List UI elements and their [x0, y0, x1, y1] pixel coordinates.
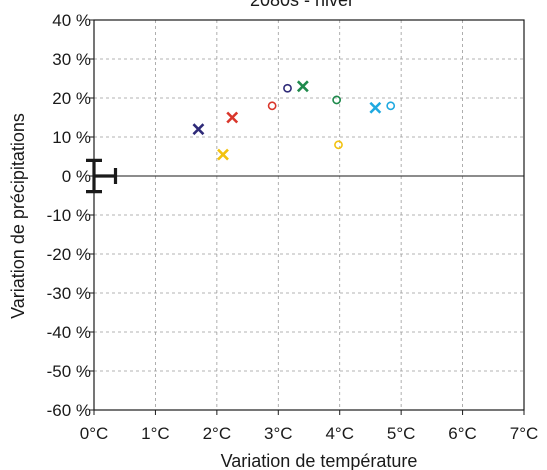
data-point-cross [296, 80, 309, 93]
y-tick-label: -20 % [47, 245, 91, 264]
data-point-circle [283, 83, 292, 93]
x-tick-label: 3°C [264, 424, 293, 443]
x-axis-label: Variation de température [221, 451, 418, 470]
error-bar [86, 158, 118, 194]
y-axis-label: Variation de précipitations [8, 113, 28, 319]
x-tick-label: 5°C [387, 424, 416, 443]
data-point-cross [217, 148, 229, 161]
y-tick-label: -50 % [47, 362, 91, 381]
x-tick-label: 4°C [325, 424, 354, 443]
x-tick-label: 0°C [80, 424, 109, 443]
y-tick-label: 20 % [52, 89, 91, 108]
chart-title: 2080s - hiver [250, 0, 354, 10]
data-point-circle [334, 140, 343, 150]
y-axis-ticks: 40 % 30 % 20 % 10 % 0 % -10 % -20 % -30 % -40 % -… [47, 11, 94, 420]
grid [94, 20, 524, 410]
x-axis-ticks: 0°C 1°C 2°C 3°C 4°C 5°C 6°C 7°C [80, 410, 539, 443]
y-tick-label: 10 % [52, 128, 91, 147]
data-points [192, 80, 396, 161]
data-point-cross [226, 111, 239, 124]
data-point-cross [192, 123, 205, 136]
y-tick-label: -30 % [47, 284, 91, 303]
error-bar-mark [86, 158, 118, 194]
y-tick-label: -40 % [47, 323, 91, 342]
data-point-cross [369, 101, 382, 114]
y-tick-label: -60 % [47, 401, 91, 420]
y-tick-label: 0 % [62, 167, 91, 186]
data-point-circle [332, 95, 342, 105]
plot-area [93, 19, 525, 411]
y-tick-label: -10 % [47, 206, 91, 225]
x-tick-label: 2°C [203, 424, 232, 443]
data-point-circle [267, 101, 277, 111]
y-tick-label: 40 % [52, 11, 91, 30]
x-tick-label: 6°C [448, 424, 477, 443]
x-tick-label: 7°C [510, 424, 539, 443]
data-point-circle [386, 101, 396, 111]
y-tick-label: 30 % [52, 50, 91, 69]
x-tick-label: 1°C [141, 424, 170, 443]
